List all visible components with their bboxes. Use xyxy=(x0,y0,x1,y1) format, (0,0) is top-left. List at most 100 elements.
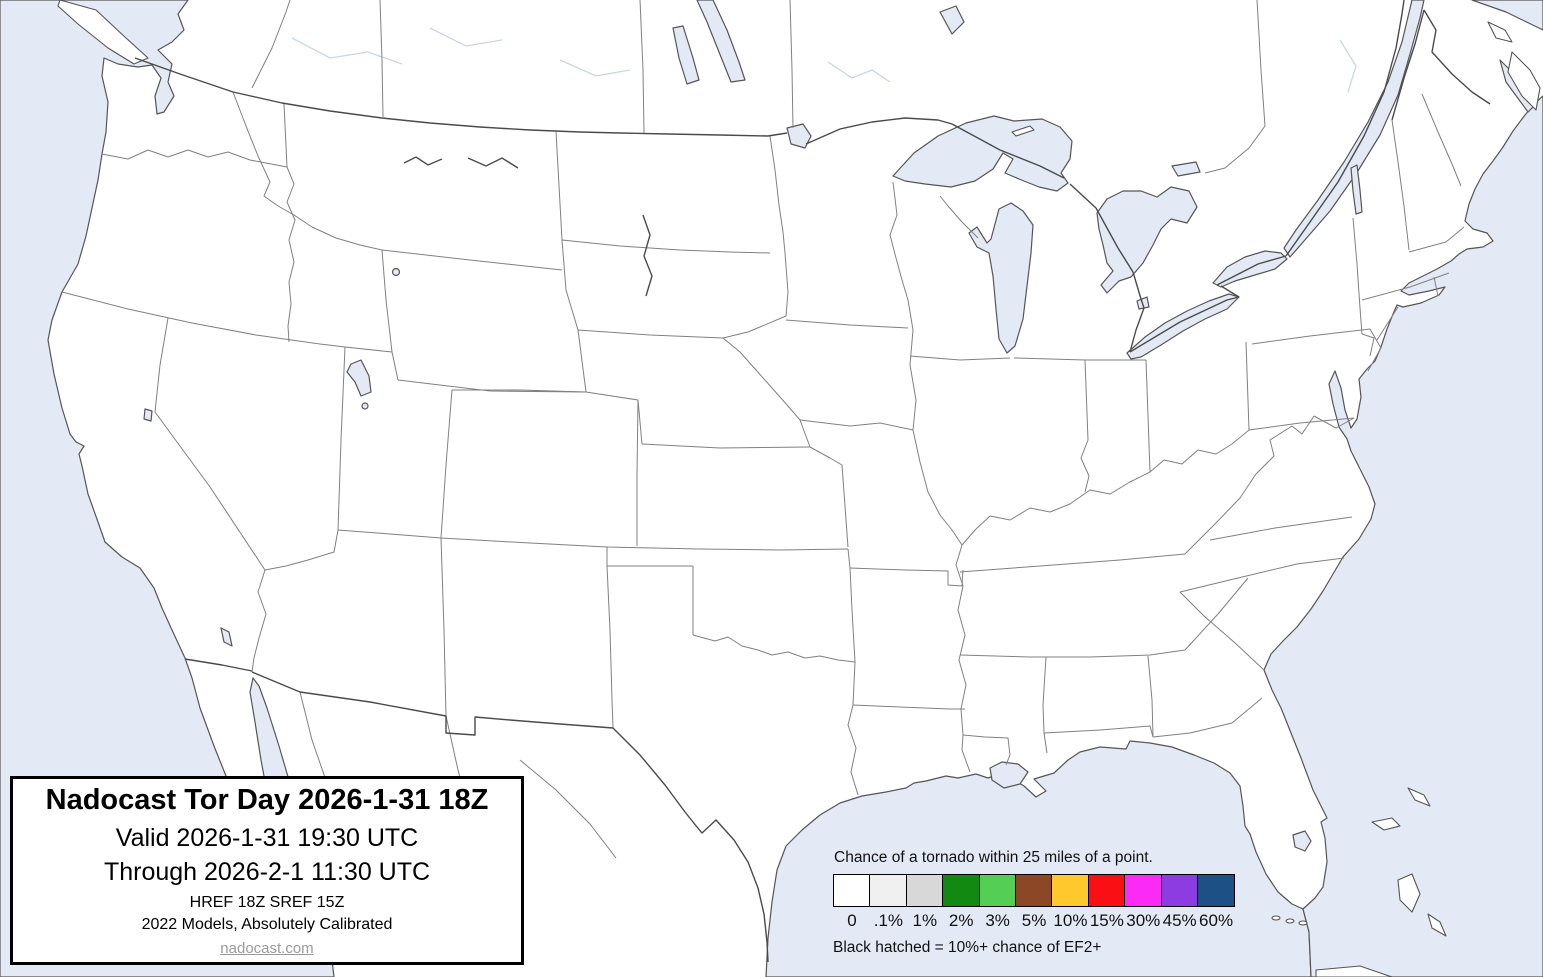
legend-label: 2% xyxy=(948,911,974,930)
border-us-mexico-ca xyxy=(184,658,253,672)
border-nm-tx xyxy=(606,565,614,729)
border-bc-ab xyxy=(251,0,291,89)
florida-keys xyxy=(1298,920,1308,926)
legend-swatch-1 xyxy=(905,874,944,907)
reservoirs xyxy=(403,156,653,297)
border-wi-mi xyxy=(939,195,979,239)
state-borders xyxy=(61,0,1465,863)
probability-legend: Chance of a tornado within 25 miles of a… xyxy=(833,849,1236,957)
border-ne-co xyxy=(637,399,643,445)
border-ri-ct xyxy=(1433,276,1439,297)
border-wy-west xyxy=(391,351,399,381)
border-ny-newengland xyxy=(1352,217,1363,335)
pacific-ocean xyxy=(0,0,335,977)
legend-label: .1% xyxy=(873,911,904,930)
lake-michigan xyxy=(968,202,1034,354)
border-mississippi-lower xyxy=(955,544,971,773)
lake-winnipeg xyxy=(696,0,746,83)
border-oh-pa xyxy=(1245,341,1250,431)
forecast-title-box: Nadocast Tor Day 2026-1-31 18Z Valid 202… xyxy=(10,776,524,965)
border-red-river-ok-tx xyxy=(692,634,856,663)
legend-heading: Chance of a tornado within 25 miles of a… xyxy=(834,849,1153,866)
border-us-canada-west xyxy=(134,57,788,137)
border-delaware-river xyxy=(1367,328,1382,372)
border-va-nc xyxy=(1209,516,1353,541)
border-tx-ar xyxy=(852,661,856,706)
legend-swatch-3 xyxy=(978,874,1017,907)
border-ut-co xyxy=(440,389,453,539)
bahamas-andros xyxy=(1397,873,1421,913)
legend-label: 0 xyxy=(847,911,857,930)
border-maine-new-brunswick xyxy=(1423,9,1491,105)
border-nc-sc xyxy=(1179,557,1345,593)
border-il-in xyxy=(1080,359,1090,493)
border-ab-sk xyxy=(379,0,384,118)
border-35n xyxy=(959,649,1186,658)
isle-royale xyxy=(1011,125,1035,137)
legend-swatch-60 xyxy=(1197,874,1236,907)
legend-label: 3% xyxy=(985,911,1010,930)
forecast-models: HREF 18Z SREF 15Z xyxy=(189,894,345,912)
border-or-id xyxy=(286,166,296,343)
legend-swatch-10 xyxy=(1051,874,1090,907)
gulf-of-st-lawrence xyxy=(1471,0,1543,31)
lake-champlain xyxy=(1350,164,1363,215)
legend-label: 45% xyxy=(1162,911,1197,930)
border-canada-lake-erie xyxy=(1129,296,1240,353)
nova-scotia xyxy=(1507,51,1541,111)
cuba-coast xyxy=(1315,965,1393,977)
forecast-valid-time: Valid 2026-1-31 19:30 UTC xyxy=(115,824,419,853)
bahamas-eleuthera xyxy=(1427,913,1447,937)
border-ca-az xyxy=(251,569,267,673)
legend-swatch-5 xyxy=(1015,874,1054,907)
border-tx-la xyxy=(847,704,859,796)
border-potomac xyxy=(1313,415,1355,429)
legend-label: 15% xyxy=(1089,911,1124,930)
border-37n xyxy=(440,537,849,551)
border-canada-niagara xyxy=(1220,285,1240,298)
nadocast-site-link[interactable]: nadocast.com xyxy=(220,940,314,958)
lake-of-the-woods xyxy=(786,123,812,149)
florida-keys xyxy=(1285,918,1295,924)
border-ma-nh xyxy=(1408,226,1465,253)
border-canada-st-lawrence xyxy=(1285,0,1405,257)
border-co-east xyxy=(636,399,639,546)
bahamas-grand-bahama xyxy=(1371,817,1401,831)
border-ky-va xyxy=(1184,473,1257,555)
legend-swatch-0 xyxy=(833,874,871,907)
border-fl-north xyxy=(1043,697,1263,738)
border-la-ms xyxy=(962,734,1011,766)
border-ca-nv xyxy=(154,317,266,571)
border-vt-nh xyxy=(1391,119,1410,251)
border-us-canada-mn xyxy=(805,117,953,145)
border-mexico-state-3 xyxy=(519,759,617,859)
lake-manitoba xyxy=(672,25,700,85)
st-lawrence-river xyxy=(1283,0,1425,258)
border-id-wy xyxy=(381,249,393,353)
border-ia-mo xyxy=(799,419,914,431)
border-id-mt xyxy=(232,91,383,251)
border-maine-quebec xyxy=(1391,9,1425,121)
border-pa-ny xyxy=(1251,328,1371,345)
legend-swatch-2 xyxy=(942,874,981,907)
vancouver-island xyxy=(57,0,149,65)
legend-label: 10% xyxy=(1053,911,1088,930)
national-borders xyxy=(134,0,1491,963)
legend-swatches xyxy=(833,874,1236,907)
forecast-title: Nadocast Tor Day 2026-1-31 18Z xyxy=(45,783,489,816)
lake-huron xyxy=(1096,186,1198,294)
lake-pontchartrain xyxy=(989,761,1029,789)
border-ut-az xyxy=(337,529,442,539)
border-az-nm xyxy=(440,537,447,717)
legend-labels: 0 .1% 1% 2% 3% 5% 10% 15% 30% 45% 60% xyxy=(833,911,1233,931)
border-ma-ct-ri xyxy=(1361,272,1450,301)
border-pa-md xyxy=(1248,417,1355,431)
lake-okeechobee xyxy=(1292,830,1312,852)
border-ut-nv xyxy=(337,346,346,531)
legend-label: 1% xyxy=(912,911,938,930)
lake-nipissing xyxy=(1171,161,1201,177)
border-qc-on xyxy=(1204,0,1266,174)
border-nv-az xyxy=(264,529,339,571)
